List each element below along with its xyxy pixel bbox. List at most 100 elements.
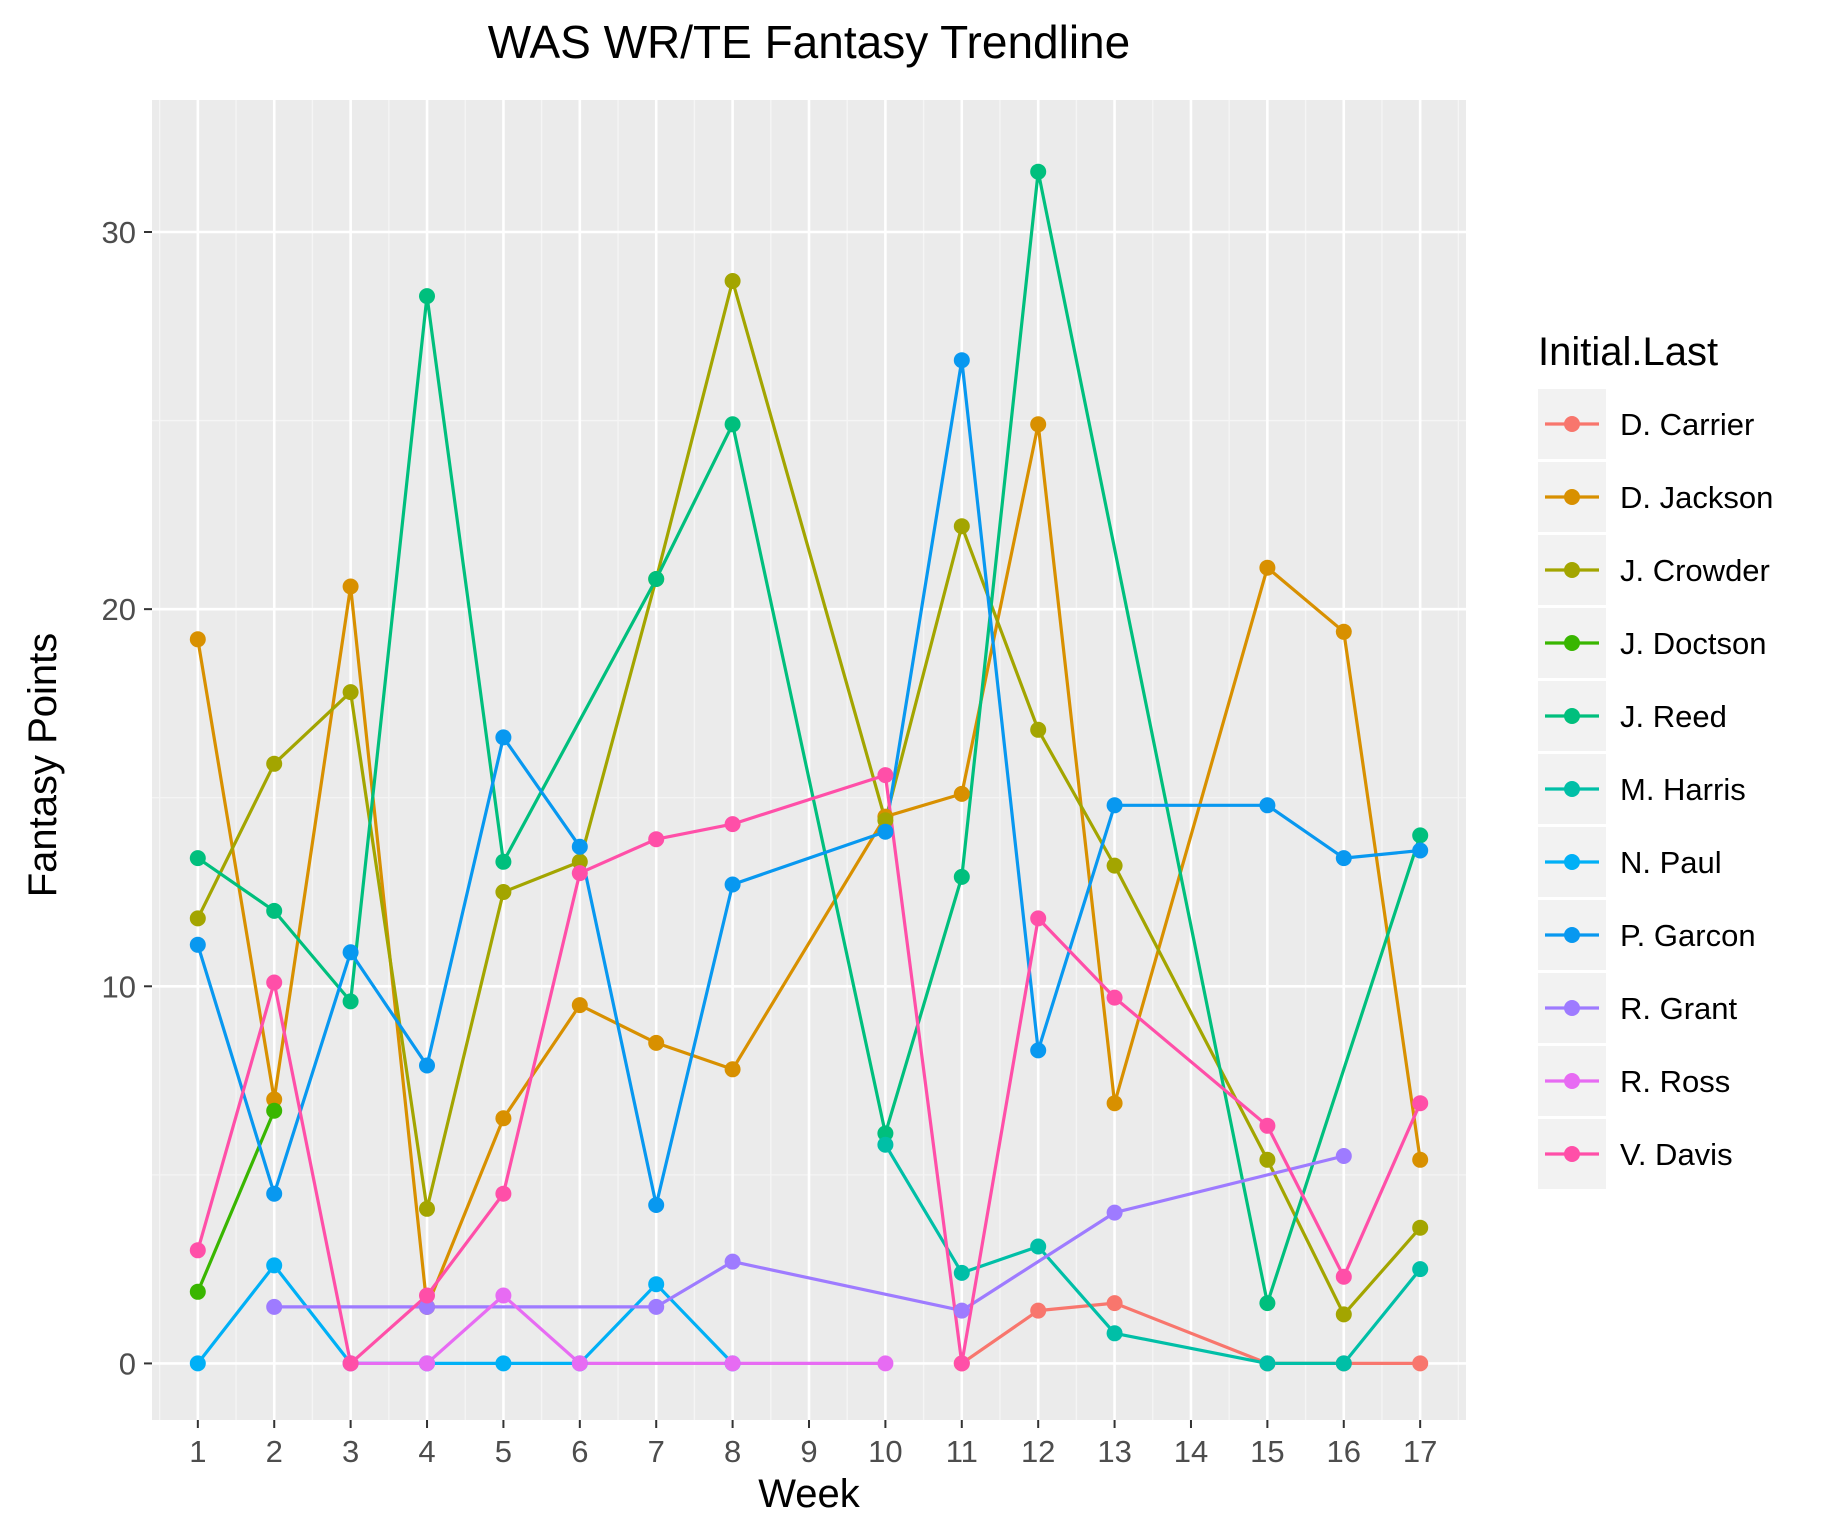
data-point-m-harris <box>1030 1238 1047 1255</box>
data-point-j-reed <box>877 1125 894 1142</box>
data-point-d-jackson <box>342 578 359 595</box>
data-point-p-garcon <box>1335 850 1352 867</box>
data-point-m-harris <box>953 1264 970 1281</box>
data-point-v-davis <box>189 1242 206 1259</box>
x-tick-label: 14 <box>1174 1434 1208 1469</box>
legend-key-point <box>1564 781 1580 797</box>
data-point-p-garcon <box>189 936 206 953</box>
x-tick-label: 5 <box>495 1434 512 1469</box>
data-point-r-grant <box>648 1298 665 1315</box>
data-point-v-davis <box>1335 1268 1352 1285</box>
data-point-n-paul <box>648 1276 665 1293</box>
x-tick-label: 10 <box>868 1434 902 1469</box>
data-point-v-davis <box>571 865 588 882</box>
data-point-n-paul <box>495 1355 512 1372</box>
data-point-j-crowder <box>571 853 588 870</box>
x-tick-label: 9 <box>800 1434 817 1469</box>
data-point-j-reed <box>953 868 970 885</box>
data-point-v-davis <box>1412 1095 1429 1112</box>
y-tick-label: 20 <box>102 592 136 627</box>
legend-key-point <box>1564 489 1580 505</box>
data-point-d-jackson <box>571 997 588 1014</box>
x-tick-label: 8 <box>724 1434 741 1469</box>
data-point-v-davis <box>495 1185 512 1202</box>
x-tick-label: 13 <box>1097 1434 1131 1469</box>
legend-item-d-jackson: D. Jackson <box>1538 462 1773 532</box>
legend-item-d-carrier: D. Carrier <box>1538 389 1754 459</box>
data-point-d-carrier <box>1106 1295 1123 1312</box>
data-point-d-jackson <box>1106 1095 1123 1112</box>
data-point-r-grant <box>953 1302 970 1319</box>
series-line-r-ross <box>350 1293 886 1365</box>
data-point-d-jackson <box>495 1110 512 1127</box>
legend-item-p-garcon: P. Garcon <box>1538 900 1756 970</box>
legend-label: R. Ross <box>1620 1064 1730 1099</box>
x-tick-label: 4 <box>418 1434 435 1469</box>
y-axis: 0 10 20 30 <box>102 215 152 1381</box>
y-tick-label: 10 <box>102 969 136 1004</box>
data-point-m-harris <box>877 1136 894 1153</box>
legend-item-n-paul: N. Paul <box>1538 827 1722 897</box>
data-point-j-reed <box>648 571 665 587</box>
data-point-p-garcon <box>495 729 512 746</box>
data-point-p-garcon <box>1030 1042 1047 1059</box>
y-tick-label: 30 <box>102 215 136 250</box>
data-point-r-grant <box>1335 1148 1352 1164</box>
legend-item-r-grant: R. Grant <box>1538 973 1738 1043</box>
x-tick-label: 15 <box>1250 1434 1284 1469</box>
data-point-j-crowder <box>342 684 359 701</box>
data-point-d-jackson <box>1335 623 1352 640</box>
data-point-j-crowder <box>1106 857 1123 874</box>
data-point-p-garcon <box>1106 797 1123 814</box>
data-point-p-garcon <box>342 944 359 961</box>
legend-item-j-reed: J. Reed <box>1538 681 1727 751</box>
data-point-r-ross <box>495 1287 512 1304</box>
x-tick-label: 1 <box>189 1434 206 1469</box>
data-point-m-harris <box>1106 1325 1123 1342</box>
data-point-j-crowder <box>1412 1219 1429 1236</box>
x-tick-label: 7 <box>648 1434 665 1469</box>
data-point-d-jackson <box>724 1061 741 1078</box>
x-tick-label: 11 <box>946 1434 978 1469</box>
series-line-j-reed <box>196 170 1422 1305</box>
legend-label: N. Paul <box>1620 845 1722 880</box>
data-point-j-reed <box>342 993 359 1010</box>
legend-label: M. Harris <box>1620 772 1746 807</box>
legend-key-point <box>1564 635 1580 651</box>
data-point-j-crowder <box>877 812 894 829</box>
data-point-d-jackson <box>648 1034 665 1051</box>
data-point-m-harris <box>1259 1355 1276 1372</box>
x-tick-label: 16 <box>1327 1434 1361 1469</box>
data-point-n-paul <box>189 1355 206 1372</box>
data-point-d-carrier <box>1412 1355 1429 1372</box>
data-point-p-garcon <box>724 876 741 893</box>
data-point-d-carrier <box>1030 1302 1047 1319</box>
data-point-j-crowder <box>266 755 283 772</box>
data-point-d-jackson <box>1030 416 1047 433</box>
data-point-r-ross <box>571 1355 588 1372</box>
legend-label: V. Davis <box>1620 1137 1733 1172</box>
x-tick-label: 3 <box>342 1434 359 1469</box>
legend-key-point <box>1564 562 1580 578</box>
data-point-p-garcon <box>953 352 970 369</box>
data-point-v-davis <box>724 816 741 833</box>
data-point-j-reed <box>1412 827 1429 844</box>
data-point-v-davis <box>953 1355 970 1372</box>
data-point-r-grant <box>266 1298 283 1315</box>
legend-title: Initial.Last <box>1538 330 1718 374</box>
series-line-d-carrier <box>960 1301 1421 1365</box>
data-point-r-grant <box>1106 1204 1123 1221</box>
data-point-v-davis <box>648 831 665 848</box>
legend-label: R. Grant <box>1620 991 1738 1026</box>
data-point-m-harris <box>1412 1261 1429 1278</box>
data-point-j-doctson <box>266 1102 283 1119</box>
data-point-j-crowder <box>189 910 206 927</box>
legend-item-j-doctson: J. Doctson <box>1538 608 1766 678</box>
data-point-j-reed <box>495 853 512 870</box>
legend-key-point <box>1564 927 1580 943</box>
data-point-j-reed <box>1030 163 1047 180</box>
series-points <box>189 163 1429 1372</box>
data-point-j-crowder <box>495 884 512 900</box>
legend-key-point <box>1564 708 1580 724</box>
